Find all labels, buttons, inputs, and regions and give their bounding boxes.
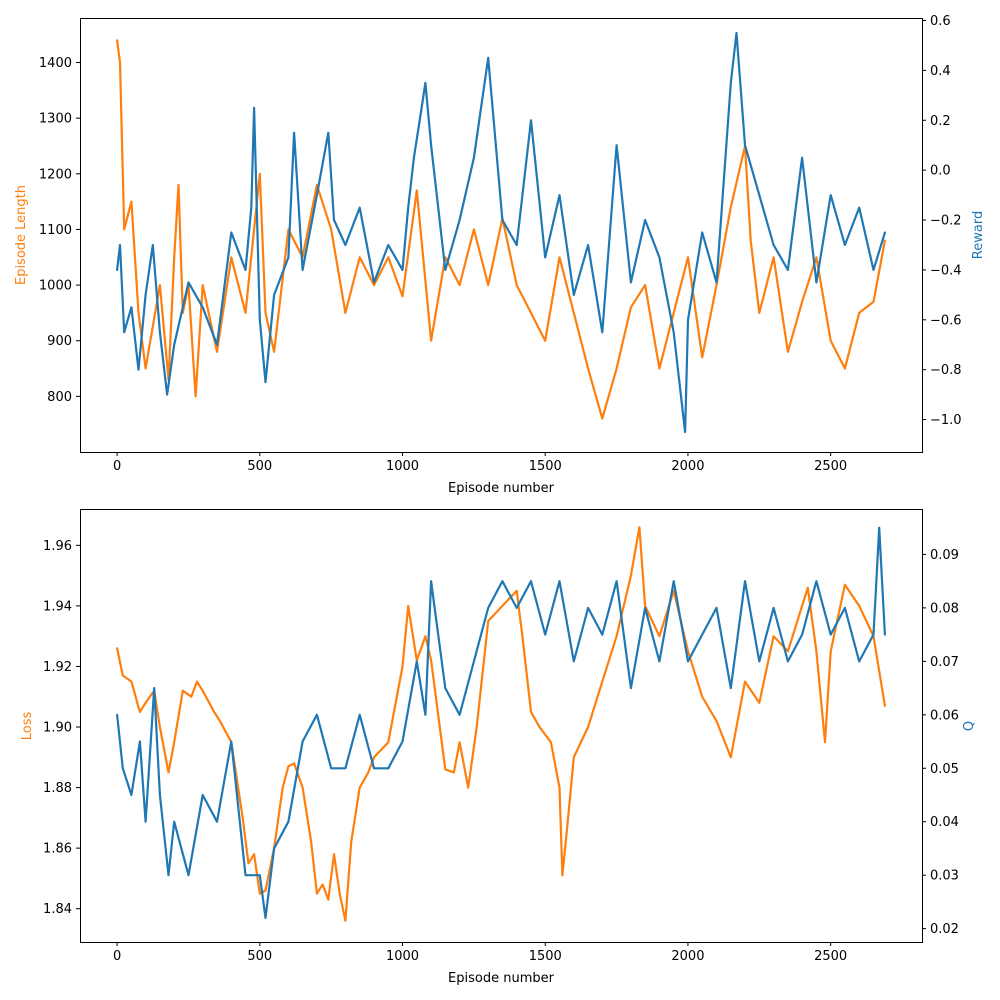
bottom-chart-ticks-layer: 0 500 1000 1500 2000 2500 1.84 1.86 1.88 1.90 1.92… <box>43 539 959 964</box>
bottom-chart-right-y-tick-label: 0.04 <box>930 815 959 830</box>
bottom-chart-series-layer <box>115 526 887 922</box>
bottom-chart-x-tick-label: 1500 <box>529 949 562 964</box>
bottom-chart-right-y-tick-label: 0.08 <box>930 601 959 616</box>
top-chart-left-axis-label: Episode Length <box>14 185 29 285</box>
bottom-chart-x-axis-label: Episode number <box>448 971 555 986</box>
bottom-chart-left-axis-label: Loss <box>20 712 35 741</box>
bottom-chart-right-y-tick-label: 0.05 <box>930 762 959 777</box>
top-chart-x-tick-label: 2000 <box>671 459 704 474</box>
bottom-chart-left-y-tick-label: 1.88 <box>43 781 72 796</box>
top-chart-left-y-tick-label: 1400 <box>39 56 72 71</box>
bottom-chart-x-tick-label: 1000 <box>386 949 419 964</box>
bottom-chart-left-y-tick-label: 1.90 <box>43 721 72 736</box>
top-chart-x-tick-label: 2500 <box>814 459 847 474</box>
bottom-chart: 0 500 1000 1500 2000 2500 1.84 1.86 1.88 1.90 1.92… <box>20 509 977 986</box>
bottom-chart-series-right-line <box>115 526 887 920</box>
top-chart-right-y-tick-label: 0.0 <box>930 164 951 179</box>
bottom-chart-series-left-line <box>115 526 887 922</box>
bottom-chart-x-tick-label: 500 <box>247 949 272 964</box>
top-chart-x-tick-label: 0 <box>113 459 121 474</box>
bottom-chart-right-y-tick-label: 0.06 <box>930 708 959 723</box>
top-chart-right-y-tick-label: 0.2 <box>930 114 951 129</box>
top-chart-right-y-tick-label: −0.6 <box>930 313 962 328</box>
top-chart-right-axis-label: Reward <box>971 211 986 259</box>
bottom-chart-right-y-tick-label: 0.07 <box>930 655 959 670</box>
top-chart-plot-frame <box>80 18 923 453</box>
top-chart-right-y-tick-label: 0.6 <box>930 14 951 29</box>
bottom-chart-right-y-tick-label: 0.02 <box>930 922 959 937</box>
top-chart-left-y-tick-label: 1100 <box>39 223 72 238</box>
bottom-chart-right-y-tick-label: 0.09 <box>930 548 959 563</box>
top-chart-left-y-tick-label: 1200 <box>39 167 72 182</box>
bottom-chart-left-y-tick-label: 1.84 <box>43 902 72 917</box>
top-chart-right-y-tick-label: −0.2 <box>930 214 962 229</box>
bottom-chart-left-y-tick-label: 1.92 <box>43 660 72 675</box>
bottom-chart-plot-frame <box>80 509 923 943</box>
top-chart-left-y-tick-label: 1000 <box>39 279 72 294</box>
bottom-chart-left-y-tick-label: 1.96 <box>43 539 72 554</box>
top-chart: 0 500 1000 1500 2000 2500 800 900 1000 1100 1200 13… <box>14 14 986 496</box>
top-chart-left-y-tick-label: 800 <box>47 390 72 405</box>
top-chart-x-tick-label: 1000 <box>386 459 419 474</box>
bottom-chart-right-y-tick-label: 0.03 <box>930 869 959 884</box>
top-chart-x-tick-label: 500 <box>247 459 272 474</box>
bottom-chart-x-tick-label: 2000 <box>671 949 704 964</box>
bottom-chart-right-axis-label: Q <box>962 721 977 731</box>
top-chart-x-axis-label: Episode number <box>448 481 555 496</box>
top-chart-right-y-tick-label: −1.0 <box>930 413 962 428</box>
top-chart-series-layer <box>115 31 887 434</box>
top-chart-left-y-tick-label: 1300 <box>39 112 72 127</box>
bottom-chart-left-y-tick-label: 1.86 <box>43 842 72 857</box>
top-chart-left-y-tick-label: 900 <box>47 334 72 349</box>
bottom-chart-left-y-tick-label: 1.94 <box>43 599 72 614</box>
top-chart-x-tick-label: 1500 <box>529 459 562 474</box>
top-chart-right-y-tick-label: −0.4 <box>930 263 962 278</box>
top-chart-right-y-tick-label: 0.4 <box>930 64 951 79</box>
top-chart-ticks-layer: 0 500 1000 1500 2000 2500 800 900 1000 1100 1200 13… <box>39 14 962 474</box>
bottom-chart-x-tick-label: 0 <box>113 949 121 964</box>
bottom-chart-x-tick-label: 2500 <box>814 949 847 964</box>
top-chart-series-right-line <box>115 31 887 434</box>
top-chart-right-y-tick-label: −0.8 <box>930 363 962 378</box>
